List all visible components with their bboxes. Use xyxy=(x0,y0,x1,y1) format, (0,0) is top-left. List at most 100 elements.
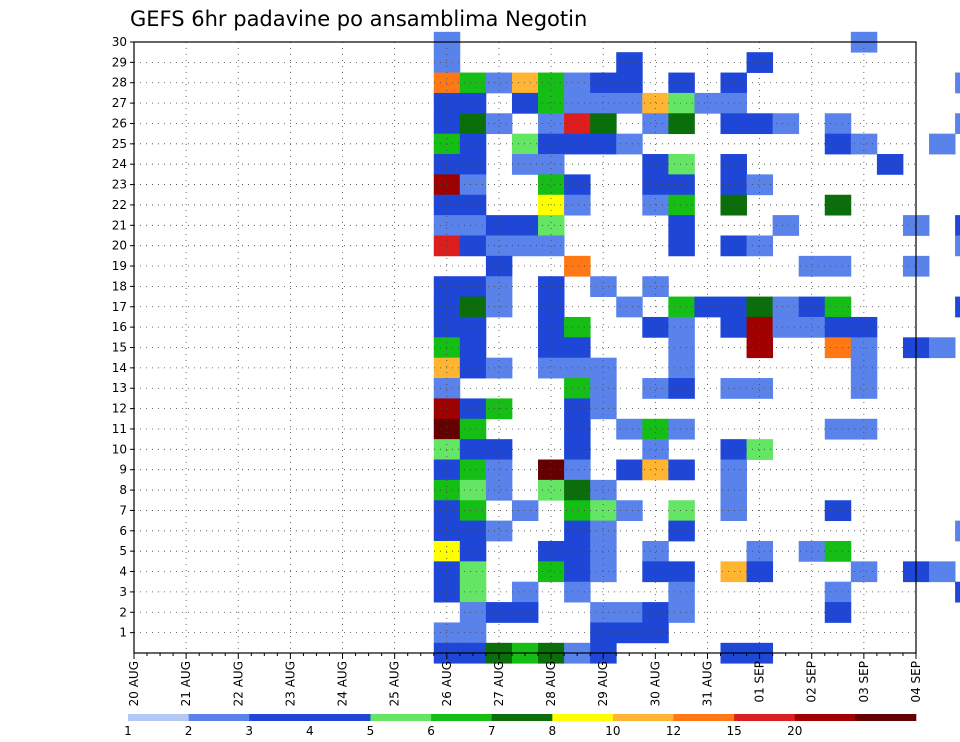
heatmap-cell xyxy=(720,316,747,338)
heatmap-cell xyxy=(746,113,774,135)
heatmap-cell xyxy=(746,561,774,583)
colorbar-swatch xyxy=(128,714,189,721)
heatmap-cell xyxy=(564,439,591,460)
colorbar-swatch xyxy=(370,714,432,721)
heatmap-cell xyxy=(668,215,695,236)
heatmap-cell xyxy=(459,133,487,155)
heatmap-cell xyxy=(850,378,878,399)
x-tick-label: 28 AUG xyxy=(544,661,558,706)
x-tick-label: 31 AUG xyxy=(701,661,715,706)
heatmap-cell xyxy=(459,581,487,603)
heatmap-cell xyxy=(459,174,487,196)
heatmap-cell xyxy=(564,255,591,277)
colorbar-swatch xyxy=(552,714,614,721)
heatmap-cell xyxy=(459,154,487,175)
heatmap-cell xyxy=(459,439,487,460)
heatmap-cell xyxy=(459,500,487,522)
colorbar-label: 1 xyxy=(124,724,132,738)
heatmap-cell xyxy=(485,459,513,481)
x-tick-label: 26 AUG xyxy=(440,661,454,706)
heatmap-cell xyxy=(668,316,695,338)
heatmap-cell xyxy=(538,154,565,175)
heatmap-cell xyxy=(485,520,513,542)
heatmap-cell xyxy=(433,316,461,338)
heatmap-cell xyxy=(564,316,591,338)
x-tick-label: 21 AUG xyxy=(179,661,193,706)
heatmap-cell xyxy=(564,540,591,562)
heatmap-cell xyxy=(459,602,487,623)
heatmap-cell xyxy=(538,276,565,297)
heatmap-cell xyxy=(824,602,852,623)
heatmap-cell xyxy=(824,296,852,318)
heatmap-cell xyxy=(564,398,591,420)
heatmap-cell xyxy=(433,622,461,644)
heatmap-cell xyxy=(459,561,487,583)
heatmap-cell xyxy=(433,540,461,562)
colorbar-swatch xyxy=(612,714,674,721)
heatmap-cell xyxy=(433,581,461,603)
heatmap-cell xyxy=(746,337,774,359)
colorbar-label: 10 xyxy=(605,724,620,738)
heatmap-cell xyxy=(720,500,747,522)
heatmap-cell xyxy=(798,316,826,338)
heatmap-cell xyxy=(642,113,669,135)
heatmap-cell xyxy=(720,479,747,501)
heatmap-cell xyxy=(459,276,487,297)
x-tick-label: 24 AUG xyxy=(336,661,350,706)
x-tick-label: 04 SEP xyxy=(909,661,923,703)
heatmap-cell xyxy=(955,72,960,94)
heatmap-cell xyxy=(590,92,617,114)
heatmap-cell xyxy=(564,174,591,196)
heatmap-cell xyxy=(746,378,774,399)
y-tick-label: 25 xyxy=(112,137,127,151)
heatmap-cell xyxy=(668,581,695,603)
heatmap-cell xyxy=(433,276,461,297)
heatmap-cell xyxy=(590,561,617,583)
y-tick-label: 29 xyxy=(112,55,127,69)
heatmap-cell xyxy=(772,296,800,318)
heatmap-cell xyxy=(433,418,461,440)
heatmap-cell xyxy=(642,194,669,216)
heatmap-cell xyxy=(511,500,539,522)
heatmap-cell xyxy=(511,92,539,114)
heatmap-cell xyxy=(590,520,617,542)
colorbar-swatch xyxy=(794,714,856,721)
heatmap-cell xyxy=(955,113,960,135)
heatmap-cell xyxy=(459,316,487,338)
heatmap-cell xyxy=(668,194,695,216)
heatmap-cell xyxy=(485,479,513,501)
heatmap-cell xyxy=(668,378,695,399)
heatmap-cell xyxy=(720,439,747,460)
heatmap-cell xyxy=(564,72,591,94)
heatmap-cell xyxy=(746,174,774,196)
heatmap-cell xyxy=(459,357,487,379)
heatmap-cell xyxy=(459,296,487,318)
heatmap-cell xyxy=(772,215,800,236)
heatmap-cell xyxy=(433,52,461,73)
heatmap-cell xyxy=(642,174,669,196)
x-tick-label: 25 AUG xyxy=(388,661,402,706)
heatmap-cell xyxy=(642,439,669,460)
heatmap-cell xyxy=(564,459,591,481)
heatmap-cell xyxy=(590,357,617,379)
colorbar-swatch xyxy=(431,714,492,721)
heatmap-cell xyxy=(929,561,956,583)
heatmap-cell xyxy=(564,133,591,155)
colorbar-swatch xyxy=(309,714,371,721)
heatmap-cell xyxy=(590,113,617,135)
heatmap-cell xyxy=(824,500,852,522)
heatmap-cell xyxy=(668,235,695,257)
heatmap-cell xyxy=(564,113,591,135)
heatmap-cell xyxy=(433,337,461,359)
heatmap-cell xyxy=(538,316,565,338)
heatmap-cell xyxy=(564,520,591,542)
heatmap-cell xyxy=(668,174,695,196)
heatmap-cell xyxy=(538,357,565,379)
heatmap-cell xyxy=(485,439,513,460)
heatmap-cell xyxy=(955,235,960,257)
heatmap-cell xyxy=(955,296,960,318)
heatmap-cell xyxy=(564,378,591,399)
heatmap-cell xyxy=(485,72,513,94)
heatmap-cell xyxy=(616,72,643,94)
x-tick-label: 29 AUG xyxy=(596,661,610,706)
